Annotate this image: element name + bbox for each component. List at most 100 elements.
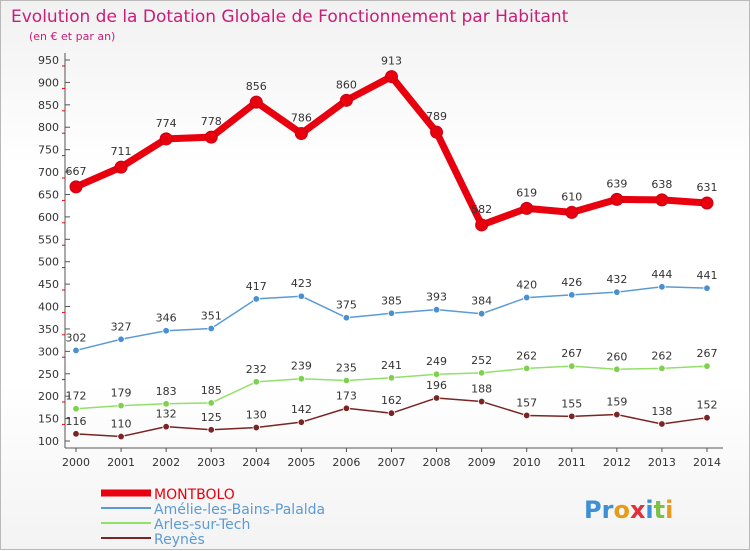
- data-label: 426: [561, 276, 582, 289]
- y-tick-label: 400: [38, 301, 59, 314]
- data-label: 639: [606, 177, 627, 190]
- data-label: 262: [516, 349, 537, 362]
- data-label: 110: [111, 418, 132, 431]
- logo-letter: P: [584, 496, 602, 524]
- x-tick-label: 2009: [468, 456, 496, 469]
- y-tick-label: 600: [38, 211, 59, 224]
- data-point: [249, 95, 263, 109]
- x-tick-label: 2005: [287, 456, 315, 469]
- data-label: 249: [426, 355, 447, 368]
- legend-item: Reynès: [101, 532, 205, 548]
- data-point: [207, 324, 215, 333]
- data-label: 346: [156, 312, 177, 325]
- data-label: 913: [381, 55, 402, 68]
- data-point: [339, 93, 353, 107]
- data-point: [658, 283, 666, 291]
- y-tick-label: 500: [38, 256, 59, 269]
- data-label: 667: [66, 165, 87, 178]
- data-point: [477, 369, 486, 377]
- data-point: [117, 335, 125, 343]
- y-tick-label: 900: [38, 76, 59, 89]
- series-lines: [69, 70, 714, 441]
- series-3: [72, 394, 711, 441]
- y-tick-label: 300: [38, 345, 59, 358]
- data-point: [703, 284, 711, 292]
- data-point: [69, 180, 83, 194]
- data-label: 155: [561, 397, 582, 410]
- y-tick-label: 150: [38, 413, 59, 426]
- data-point: [477, 397, 486, 406]
- data-label: 159: [606, 396, 627, 409]
- data-point: [523, 411, 531, 420]
- x-tick-label: 2001: [107, 456, 135, 469]
- data-labels: 302 327 346 351 417 423 375 385 393 384 420 426 432 4…: [66, 55, 718, 431]
- data-point: [655, 193, 669, 207]
- data-label: 631: [696, 181, 717, 194]
- data-point: [342, 314, 351, 322]
- x-tick-label: 2013: [648, 456, 676, 469]
- data-point: [568, 291, 576, 299]
- data-point: [72, 405, 80, 413]
- data-point: [700, 196, 714, 210]
- chart-title: Evolution de la Dotation Globale de Fonc…: [11, 7, 569, 27]
- data-label: 393: [426, 291, 447, 304]
- x-tick-label: 2003: [197, 456, 225, 469]
- data-point: [523, 364, 531, 373]
- data-label: 142: [291, 403, 312, 416]
- data-label: 423: [291, 277, 312, 290]
- x-tick-label: 2010: [513, 456, 541, 469]
- data-point: [297, 418, 306, 426]
- legend: MONTBOLOAmélie-les-Bains-PalaldaArles-su…: [101, 487, 325, 548]
- data-point: [613, 365, 621, 373]
- data-label: 327: [111, 320, 132, 333]
- data-label: 157: [516, 396, 537, 409]
- data-label: 125: [201, 411, 222, 424]
- data-label: 172: [66, 390, 87, 403]
- y-tick-label: 750: [38, 144, 59, 157]
- data-point: [432, 305, 441, 314]
- data-point: [297, 374, 306, 383]
- data-point: [297, 292, 306, 300]
- legend-label: MONTBOLO: [154, 487, 235, 503]
- data-point: [523, 293, 531, 302]
- data-point: [114, 160, 128, 174]
- data-point: [475, 218, 489, 232]
- data-label: 774: [156, 117, 177, 130]
- axes: 100 150 200 250 300 350 400 450 500 550 600 650 700 7…: [38, 53, 723, 469]
- data-point: [432, 370, 441, 378]
- data-label: 260: [606, 350, 627, 363]
- data-point: [117, 432, 125, 441]
- data-label: 619: [516, 186, 537, 199]
- x-tick-label: 2011: [558, 456, 586, 469]
- data-label: 786: [291, 112, 312, 125]
- data-label: 232: [246, 363, 267, 376]
- data-label: 235: [336, 361, 357, 374]
- legend-item: MONTBOLO: [101, 487, 235, 503]
- x-tick-label: 2002: [152, 456, 180, 469]
- data-point: [72, 430, 80, 438]
- data-point: [252, 295, 260, 303]
- y-tick-label: 850: [38, 99, 59, 112]
- logo-letter: i: [645, 496, 653, 524]
- data-point: [568, 412, 576, 421]
- data-point: [432, 394, 441, 402]
- legend-label: Arles-sur-Tech: [154, 517, 250, 533]
- data-label: 302: [66, 331, 87, 344]
- data-label: 267: [561, 347, 582, 360]
- data-label: 778: [201, 115, 222, 128]
- data-point: [520, 201, 534, 215]
- data-label: 196: [426, 379, 447, 392]
- data-point: [703, 362, 711, 370]
- data-point: [207, 399, 215, 407]
- y-tick-label: 950: [38, 54, 59, 67]
- y-tick-label: 800: [38, 121, 59, 134]
- y-tick-label: 450: [38, 278, 59, 291]
- data-point: [252, 423, 260, 432]
- data-point: [430, 125, 444, 139]
- data-label: 351: [201, 309, 222, 322]
- data-point: [387, 309, 396, 317]
- data-point: [159, 132, 173, 146]
- data-label: 267: [696, 347, 717, 360]
- data-point: [613, 288, 621, 296]
